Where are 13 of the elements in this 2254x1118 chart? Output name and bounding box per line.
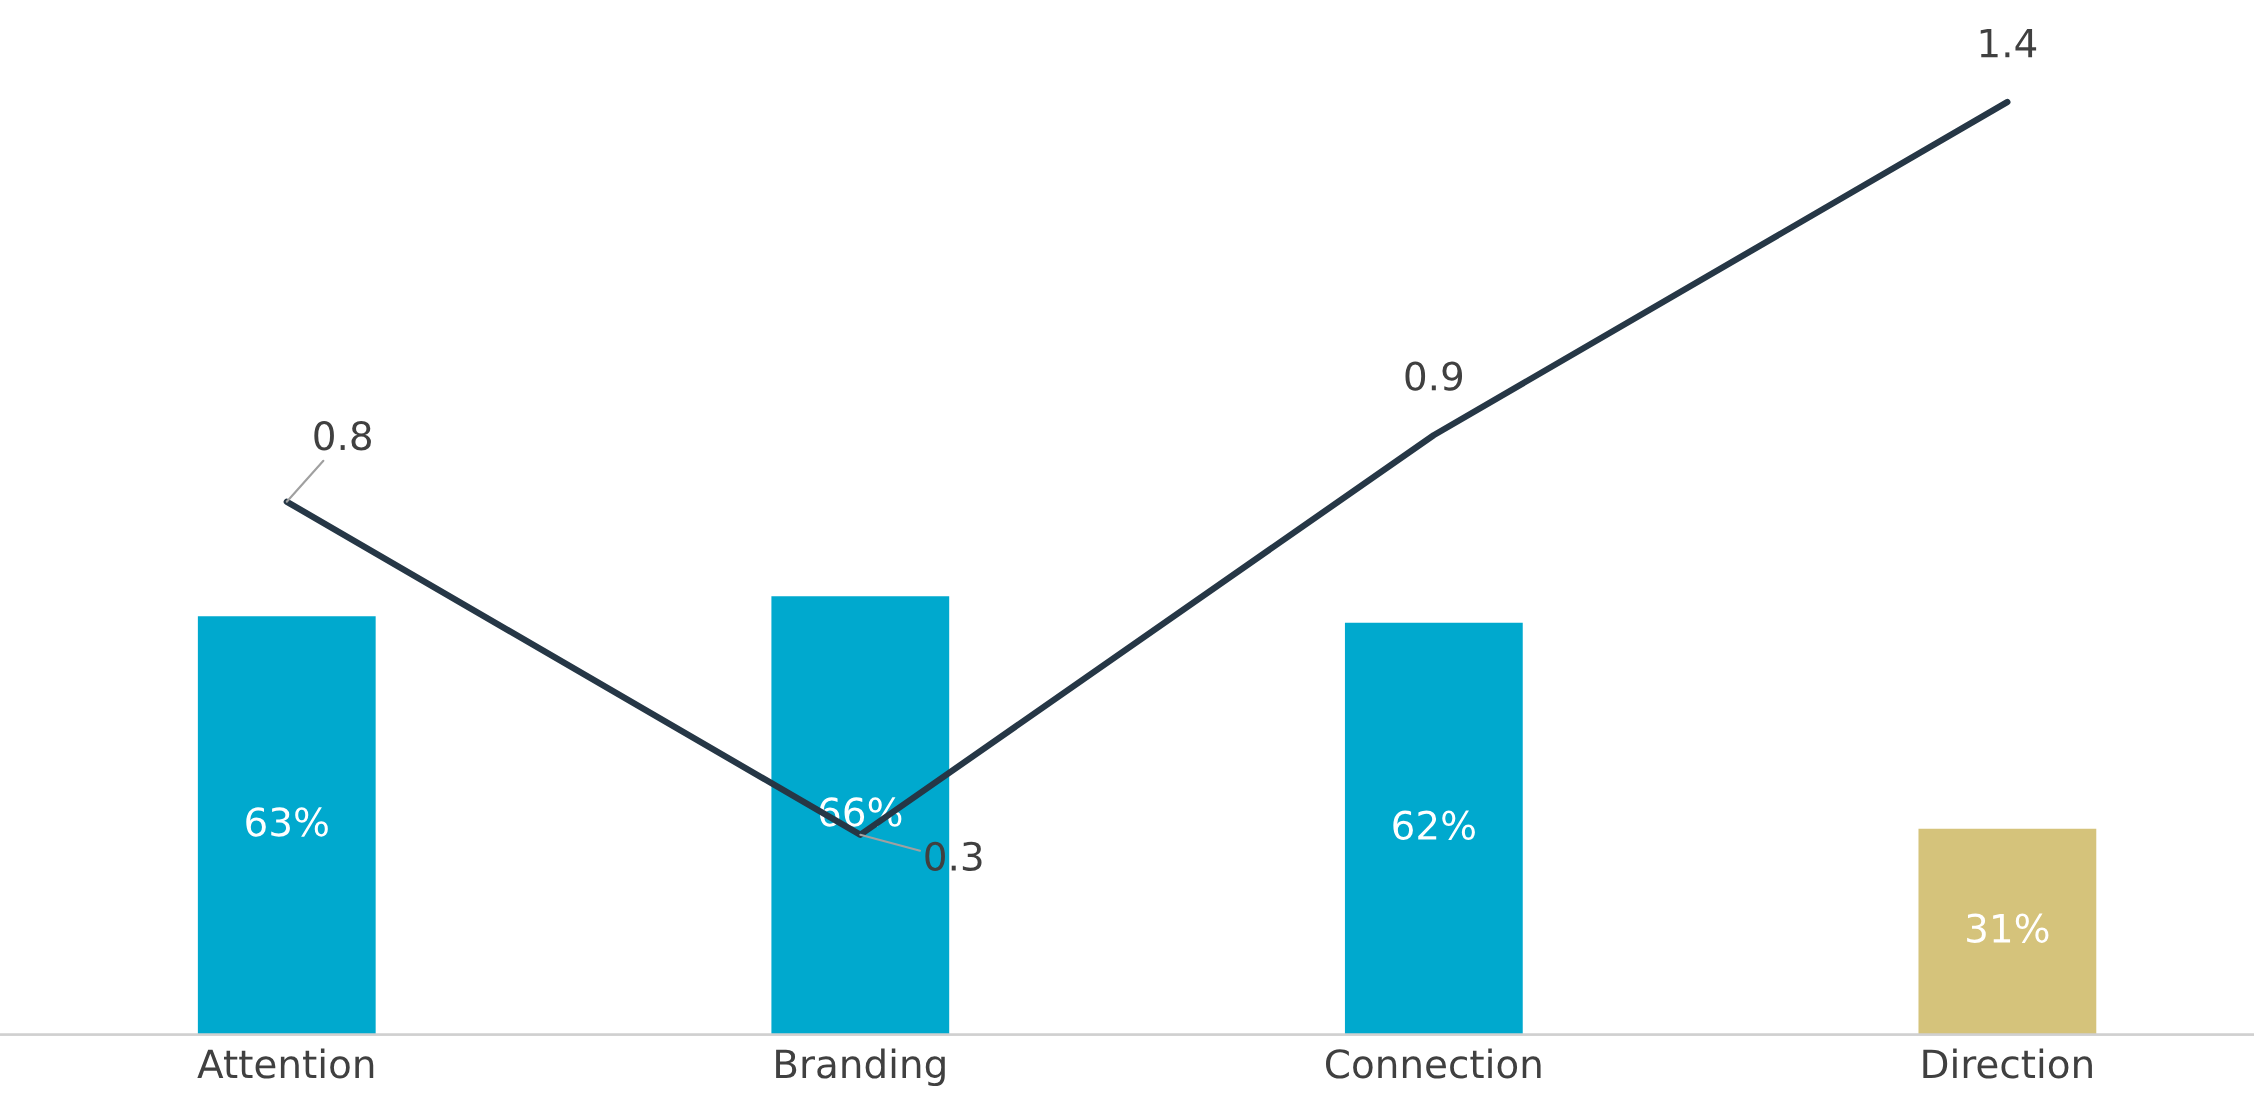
x-tick-label: Branding — [776, 1048, 945, 1087]
bar — [1344, 622, 1523, 1035]
bar — [197, 616, 376, 1035]
data-label: 0.9 — [1405, 361, 1463, 391]
x-tick-label: Attention — [197, 1048, 374, 1079]
bar — [1918, 828, 2097, 1035]
data-label: 0.8 — [314, 421, 371, 451]
x-tick-label: Connection — [1326, 1048, 1541, 1079]
data-label: 31% — [1967, 913, 2049, 943]
x-tick-label: Direction — [1923, 1048, 2092, 1079]
data-label: 1.4 — [1980, 28, 2037, 58]
data-label: 62% — [1393, 810, 1475, 840]
data-label: 63% — [246, 807, 328, 837]
